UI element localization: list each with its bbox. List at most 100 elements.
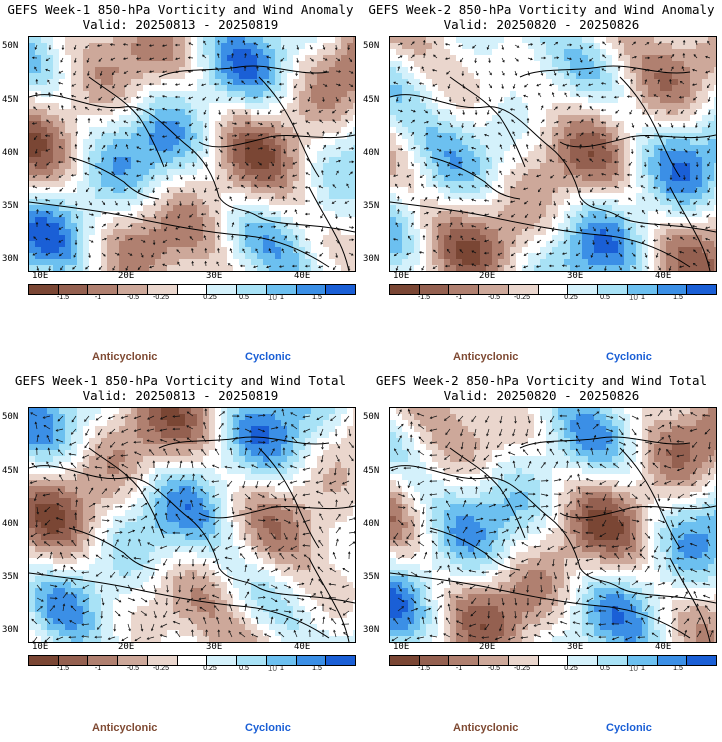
colorbar-label: 0.5 <box>239 294 249 301</box>
colorbar-label: -1.5 <box>56 294 70 301</box>
lat-label: 40N <box>2 148 19 158</box>
lon-label: 20E <box>479 642 496 652</box>
colorbar <box>389 284 717 295</box>
colorbar-swatch <box>118 285 148 294</box>
panel-valid-dates: Valid: 20250820 - 20250826 <box>443 388 640 403</box>
vorticity-map <box>389 36 717 272</box>
colorbar-unit: 10 <box>629 664 638 673</box>
panel-week2-anomaly: GEFS Week-2 850-hPa Vorticity and Wind A… <box>361 0 722 371</box>
map-canvas <box>29 408 355 642</box>
colorbar-label: 1.5 <box>312 294 322 301</box>
colorbar-swatch <box>568 656 599 665</box>
colorbar-swatch <box>687 656 717 665</box>
colorbar-swatch <box>29 285 59 294</box>
panel-week1-anomaly: GEFS Week-1 850-hPa Vorticity and Wind A… <box>0 0 361 371</box>
colorbar-label: -0.5 <box>487 294 501 301</box>
colorbar-swatch <box>538 656 569 665</box>
map-canvas <box>390 408 716 642</box>
lat-label: 30N <box>363 625 380 635</box>
colorbar-label: 1 <box>641 665 645 672</box>
vorticity-map <box>28 407 356 643</box>
colorbar-label: 0.5 <box>600 665 610 672</box>
lon-label: 20E <box>479 271 496 281</box>
vorticity-map <box>389 407 717 643</box>
colorbar-label: -0.5 <box>487 665 501 672</box>
colorbar <box>28 655 356 666</box>
colorbar-swatch <box>627 285 658 294</box>
colorbar-swatch <box>177 285 208 294</box>
colorbar-swatch <box>419 285 450 294</box>
colorbar-swatch <box>207 285 238 294</box>
lat-label: 35N <box>2 572 19 582</box>
colorbar-swatch <box>58 656 89 665</box>
colorbar-label: -1 <box>94 665 102 672</box>
colorbar-label: -0.5 <box>126 665 140 672</box>
lon-label: 30E <box>567 642 584 652</box>
lon-label: 30E <box>567 271 584 281</box>
colorbar <box>389 655 717 666</box>
colorbar-swatch <box>326 656 356 665</box>
colorbar-label: 1.5 <box>673 294 683 301</box>
colorbar-label: -0.25 <box>514 294 530 301</box>
colorbar-swatch <box>390 656 420 665</box>
colorbar-swatch <box>296 285 327 294</box>
lon-label: 10E <box>32 271 49 281</box>
cyclonic-label: Cyclonic <box>606 722 652 734</box>
lat-label: 40N <box>363 519 380 529</box>
lon-label: 40E <box>294 642 311 652</box>
map-canvas <box>29 37 355 271</box>
colorbar-label: 1 <box>280 665 284 672</box>
colorbar-label: -1 <box>94 294 102 301</box>
colorbar-label: -0.25 <box>514 665 530 672</box>
colorbar-label: 0.5 <box>239 665 249 672</box>
lat-label: 40N <box>2 519 19 529</box>
cyclonic-label: Cyclonic <box>245 351 291 363</box>
colorbar-swatch <box>58 285 89 294</box>
lat-label: 45N <box>363 466 380 476</box>
lat-label: 45N <box>2 95 19 105</box>
lat-label: 30N <box>2 254 19 264</box>
colorbar-swatch <box>296 656 327 665</box>
colorbar-swatch <box>657 656 688 665</box>
lat-label: 30N <box>363 254 380 264</box>
colorbar-swatch <box>657 285 688 294</box>
colorbar-label: -1.5 <box>56 665 70 672</box>
lat-label: 30N <box>2 625 19 635</box>
colorbar-label: 0.25 <box>203 665 217 672</box>
colorbar-label: 1 <box>641 294 645 301</box>
colorbar-swatch <box>88 656 119 665</box>
colorbar-swatch <box>237 656 267 665</box>
panel-valid-dates: Valid: 20250820 - 20250826 <box>443 17 640 32</box>
lon-label: 10E <box>393 271 410 281</box>
colorbar-swatch <box>118 656 148 665</box>
lon-label: 20E <box>118 642 135 652</box>
panel-title: GEFS Week-1 850-hPa Vorticity and Wind T… <box>14 373 347 388</box>
colorbar-label: -0.5 <box>126 294 140 301</box>
anticyclonic-label: Anticyclonic <box>92 351 158 363</box>
lon-label: 20E <box>118 271 135 281</box>
anticyclonic-label: Anticyclonic <box>92 722 158 734</box>
lat-label: 50N <box>363 412 380 422</box>
map-canvas <box>390 37 716 271</box>
colorbar-swatch <box>419 656 450 665</box>
colorbar-label: -1 <box>455 294 463 301</box>
panel-valid-dates: Valid: 20250813 - 20250819 <box>82 388 279 403</box>
lat-label: 35N <box>363 572 380 582</box>
colorbar-swatch <box>266 285 297 294</box>
colorbar-swatch <box>568 285 599 294</box>
colorbar-label: -1 <box>455 665 463 672</box>
colorbar-swatch <box>627 656 658 665</box>
vorticity-map <box>28 36 356 272</box>
colorbar-label: -0.25 <box>153 294 169 301</box>
lat-label: 35N <box>363 201 380 211</box>
lat-label: 45N <box>2 466 19 476</box>
panel-title: GEFS Week-1 850-hPa Vorticity and Wind A… <box>7 2 354 17</box>
lat-label: 35N <box>2 201 19 211</box>
lat-label: 45N <box>363 95 380 105</box>
colorbar-swatch <box>598 656 628 665</box>
panel-week2-total: GEFS Week-2 850-hPa Vorticity and Wind T… <box>361 371 722 742</box>
lat-label: 50N <box>2 41 19 51</box>
cyclonic-label: Cyclonic <box>245 722 291 734</box>
colorbar-label: 0.5 <box>600 294 610 301</box>
colorbar-swatch <box>266 656 297 665</box>
